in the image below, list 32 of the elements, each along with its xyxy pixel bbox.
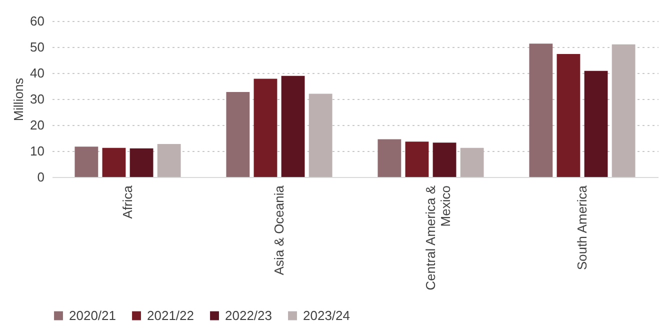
x-tick-label: Asia & Oceania xyxy=(271,184,286,276)
y-tick-label: 20 xyxy=(30,118,44,132)
bar xyxy=(130,148,154,177)
x-tick-label: Central America & Mexico xyxy=(422,185,453,290)
y-tick-label: 30 xyxy=(30,92,44,106)
bar xyxy=(612,44,636,177)
bar xyxy=(74,146,98,177)
bar xyxy=(102,148,126,177)
y-tick-label: 40 xyxy=(30,66,44,80)
y-axis-title: Millions xyxy=(11,77,26,122)
bar xyxy=(460,148,484,177)
y-tick-label: 60 xyxy=(30,14,44,28)
bar xyxy=(529,44,553,177)
bar xyxy=(556,54,580,177)
bar xyxy=(378,139,402,177)
legend-label: 2022/23 xyxy=(225,308,272,323)
bar xyxy=(308,94,332,177)
legend-label: 2021/22 xyxy=(147,308,194,323)
bar xyxy=(584,70,608,177)
x-tick-label: South America xyxy=(574,184,590,270)
x-tick-label: Africa xyxy=(120,184,135,219)
bar xyxy=(405,142,429,177)
legend-label: 2023/24 xyxy=(303,308,350,323)
y-tick-label: 0 xyxy=(37,170,44,184)
y-tick-label: 50 xyxy=(30,40,44,54)
bar xyxy=(432,142,456,177)
bar xyxy=(157,144,181,177)
legend-label: 2020/21 xyxy=(69,308,116,323)
y-tick-label: 10 xyxy=(30,144,44,158)
bar xyxy=(254,78,278,177)
bar xyxy=(226,92,250,177)
bar xyxy=(281,76,305,177)
